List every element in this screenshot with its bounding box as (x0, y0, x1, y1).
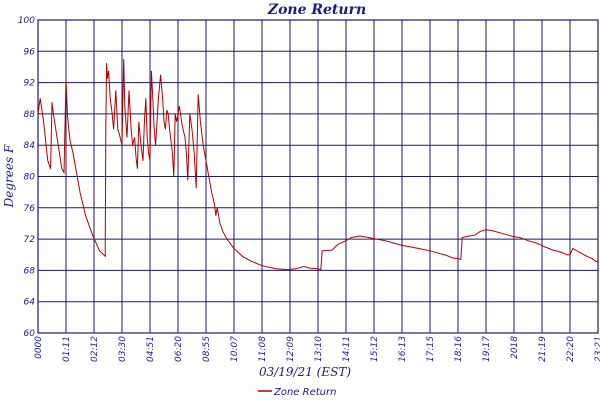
x-tick-label: 0000 (34, 336, 44, 359)
x-tick-label: 17:15 (426, 336, 436, 362)
x-tick-label: 08:55 (202, 336, 212, 362)
y-tick-label: 92 (24, 79, 36, 89)
grid (38, 20, 598, 333)
x-tick-label: 19:17 (482, 336, 492, 362)
x-tick-label: 01:11 (62, 336, 72, 362)
plot-frame (37, 19, 599, 334)
x-tick-label: 23:21 (594, 336, 600, 362)
y-tick-label: 76 (24, 204, 36, 214)
y-axis-label: Degrees F (2, 144, 16, 208)
x-tick-label: 16:13 (398, 336, 408, 362)
y-tick-label: 60 (24, 329, 36, 339)
x-tick-label: 14:11 (342, 336, 352, 362)
y-tick-label: 88 (24, 110, 36, 120)
y-tick-label: 68 (24, 266, 36, 276)
x-tick-label: 21:19 (538, 336, 548, 362)
y-tick-label: 80 (24, 173, 36, 183)
x-axis-label: 03/19/21 (EST) (259, 365, 351, 379)
x-tick-label: 04:51 (146, 336, 156, 362)
x-tick-label: 22:20 (566, 336, 576, 362)
x-tick-label: 15:12 (370, 336, 380, 362)
series-line-zone-return (37, 59, 599, 271)
x-tick-label: 06:20 (174, 336, 184, 362)
y-tick-label: 72 (24, 235, 36, 245)
x-tick-label: 13:10 (314, 336, 324, 362)
y-tick-label: 96 (24, 47, 36, 57)
legend: Zone Return (258, 387, 336, 398)
legend-label: Zone Return (273, 387, 336, 398)
x-tick-label: 2018 (510, 336, 520, 359)
y-tick-label: 84 (24, 141, 36, 151)
x-axis-ticks: 0000 01:11 02:12 03:30 04:51 06:20 08:55 10:07 1… (34, 336, 600, 362)
y-axis-ticks: 60 64 68 72 76 80 84 88 92 96 100 (18, 16, 35, 339)
x-tick-label: 11:08 (258, 336, 268, 362)
x-tick-label: 12:09 (286, 336, 296, 362)
y-tick-label: 100 (18, 16, 35, 26)
x-tick-label: 03:30 (118, 336, 128, 362)
y-tick-label: 64 (24, 298, 36, 308)
x-tick-label: 10:07 (230, 336, 240, 362)
x-tick-label: 18:16 (454, 336, 464, 362)
chart-title: Zone Return (267, 2, 366, 18)
x-tick-label: 02:12 (90, 336, 100, 362)
